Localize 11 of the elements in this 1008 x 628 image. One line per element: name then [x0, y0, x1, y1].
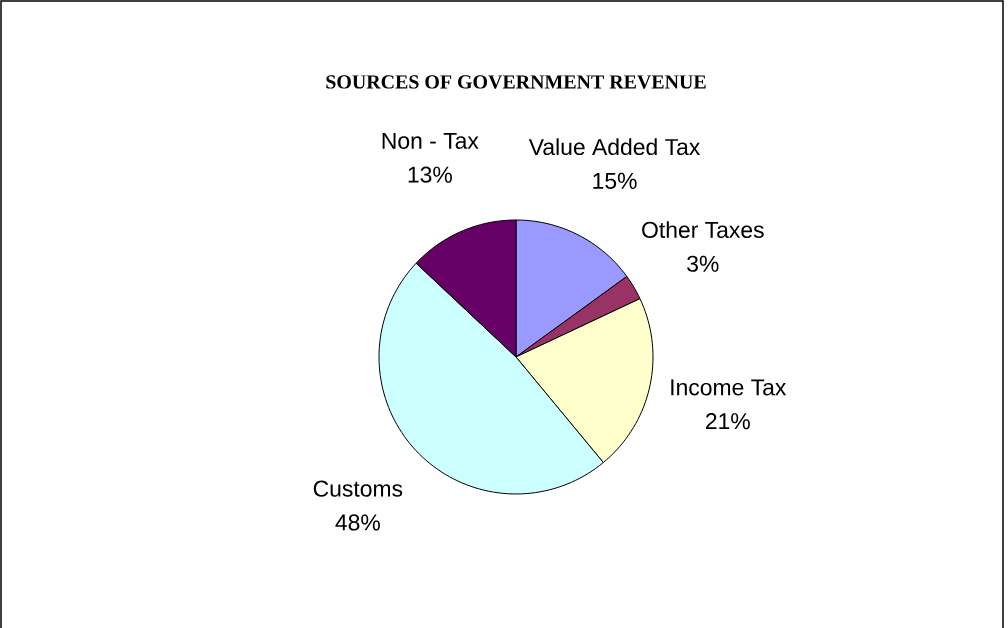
slice-label: Customs [313, 480, 403, 497]
chart-title: SOURCES OF GOVERNMENT REVENUE [326, 75, 706, 89]
data-label: 21% [706, 413, 750, 430]
slice-label: Value Added Tax [528, 138, 701, 156]
slice-label: Income Tax [671, 379, 787, 396]
data-label: 3% [687, 255, 719, 272]
slice-label: Other Taxes [642, 221, 764, 238]
data-label: 13% [408, 166, 452, 183]
data-label: 48% [335, 514, 380, 531]
slice-label: Non - Tax [382, 132, 479, 149]
data-label: 15% [593, 172, 637, 189]
